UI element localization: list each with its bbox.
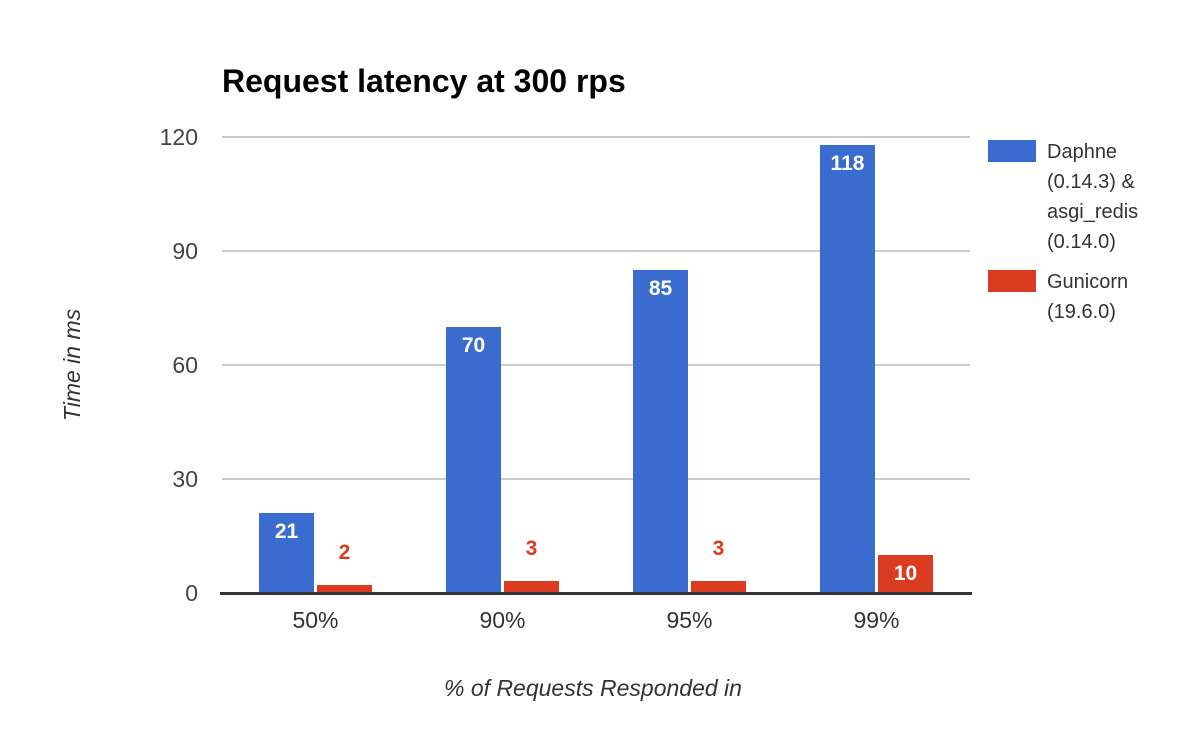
legend-swatch xyxy=(988,270,1036,292)
y-tick-label: 60 xyxy=(172,351,198,378)
bar-series2-90% xyxy=(504,581,559,593)
x-tick-label: 99% xyxy=(853,607,900,633)
y-tick-label: 120 xyxy=(159,124,198,150)
x-axis-title: % of Requests Responded in xyxy=(444,675,742,701)
bar-series2-95% xyxy=(691,581,746,593)
y-tick-label: 0 xyxy=(185,579,198,606)
y-axis-title: Time in ms xyxy=(59,308,85,422)
bar-series2-99% xyxy=(878,554,933,593)
y-tick-label: 90 xyxy=(172,237,198,264)
x-axis-baseline xyxy=(220,592,972,595)
legend-swatch xyxy=(988,140,1036,162)
bar-value-label: 2 xyxy=(338,540,351,564)
legend-label: Daphne (0.14.3) & asgi_redis (0.14.0) xyxy=(1047,141,1139,253)
bar-value-label: 10 xyxy=(893,561,918,585)
legend-item-series1: Daphne (0.14.3) & asgi_redis (0.14.0) xyxy=(988,137,1178,257)
bar-series1-90% xyxy=(446,326,501,593)
bar-value-label: 118 xyxy=(830,151,865,175)
bar-series1-99% xyxy=(820,144,875,593)
y-tick-label: 30 xyxy=(172,465,198,492)
chart-title: Request latency at 300 rps xyxy=(222,63,626,99)
x-tick-label: 90% xyxy=(479,607,526,633)
bar-series1-95% xyxy=(633,269,688,593)
legend-item-series2: Gunicorn (19.6.0) xyxy=(988,267,1178,327)
bar-value-label: 21 xyxy=(274,519,299,543)
grid-line xyxy=(222,136,970,138)
grid-line xyxy=(222,250,970,252)
bar-value-label: 70 xyxy=(461,333,486,357)
bar-series1-50% xyxy=(259,512,314,593)
legend-label: Gunicorn (19.6.0) xyxy=(1047,271,1129,323)
bar-value-label: 3 xyxy=(712,537,725,561)
x-tick-label: 50% xyxy=(292,607,339,633)
bar-value-label: 3 xyxy=(525,537,538,561)
grid-line xyxy=(222,364,970,366)
legend: Daphne (0.14.3) & asgi_redis (0.14.0) Gun… xyxy=(988,137,1178,337)
x-tick-label: 95% xyxy=(666,607,713,633)
bar-value-label: 85 xyxy=(648,276,673,300)
bar-series2-50% xyxy=(317,584,372,593)
grid-line xyxy=(222,478,970,480)
